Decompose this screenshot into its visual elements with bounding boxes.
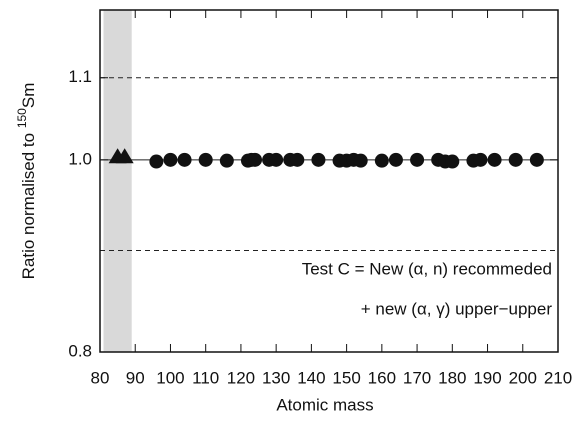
circle-marker (290, 152, 305, 167)
y-label-sup: 150 (15, 108, 29, 128)
circle-marker (149, 154, 164, 169)
annotation: Test C = New (α, n) recommeded (302, 259, 552, 278)
x-tick-label: 80 (91, 368, 110, 387)
x-tick-label: 110 (192, 368, 219, 387)
x-tick-label: 160 (368, 368, 396, 387)
circle-marker (269, 152, 284, 167)
circle-marker (198, 152, 213, 167)
circle-marker (388, 152, 403, 167)
annotation: + new (α, γ) upper−upper (361, 299, 553, 318)
y-tick-label: 1.0 (68, 149, 92, 168)
circle-marker (177, 152, 192, 167)
circle-marker (248, 152, 263, 167)
circle-marker (219, 153, 234, 168)
y-label-text: Ratio normalised to (19, 128, 38, 279)
circle-marker (410, 152, 425, 167)
x-tick-label: 200 (509, 368, 537, 387)
x-tick-label: 180 (438, 368, 466, 387)
circle-marker (473, 152, 488, 167)
circle-marker (445, 154, 460, 169)
x-tick-label: 150 (332, 368, 360, 387)
x-tick-label: 130 (262, 368, 290, 387)
circle-marker (374, 153, 389, 168)
circle-marker (529, 152, 544, 167)
x-axis-label: Atomic mass (276, 395, 373, 414)
circle-marker (487, 152, 502, 167)
x-tick-label: 210 (544, 368, 572, 387)
circle-marker (163, 152, 178, 167)
x-tick-label: 120 (227, 368, 255, 387)
x-tick-label: 140 (297, 368, 325, 387)
y-axis-label: Ratio normalised to 150Sm (15, 83, 38, 280)
x-tick-label: 170 (403, 368, 431, 387)
y-tick-label: 0.8 (68, 341, 92, 360)
plot-frame (99, 9, 559, 353)
x-tick-label: 90 (126, 368, 145, 387)
x-tick-label: 190 (473, 368, 501, 387)
triangle-marker (115, 148, 134, 164)
x-tick-label: 100 (156, 368, 184, 387)
y-label-suffix: Sm (19, 83, 38, 109)
y-tick-label: 1.1 (68, 67, 92, 86)
circle-marker (508, 152, 523, 167)
circle-marker (353, 153, 368, 168)
shaded-region (103, 10, 132, 352)
circle-marker (311, 152, 326, 167)
